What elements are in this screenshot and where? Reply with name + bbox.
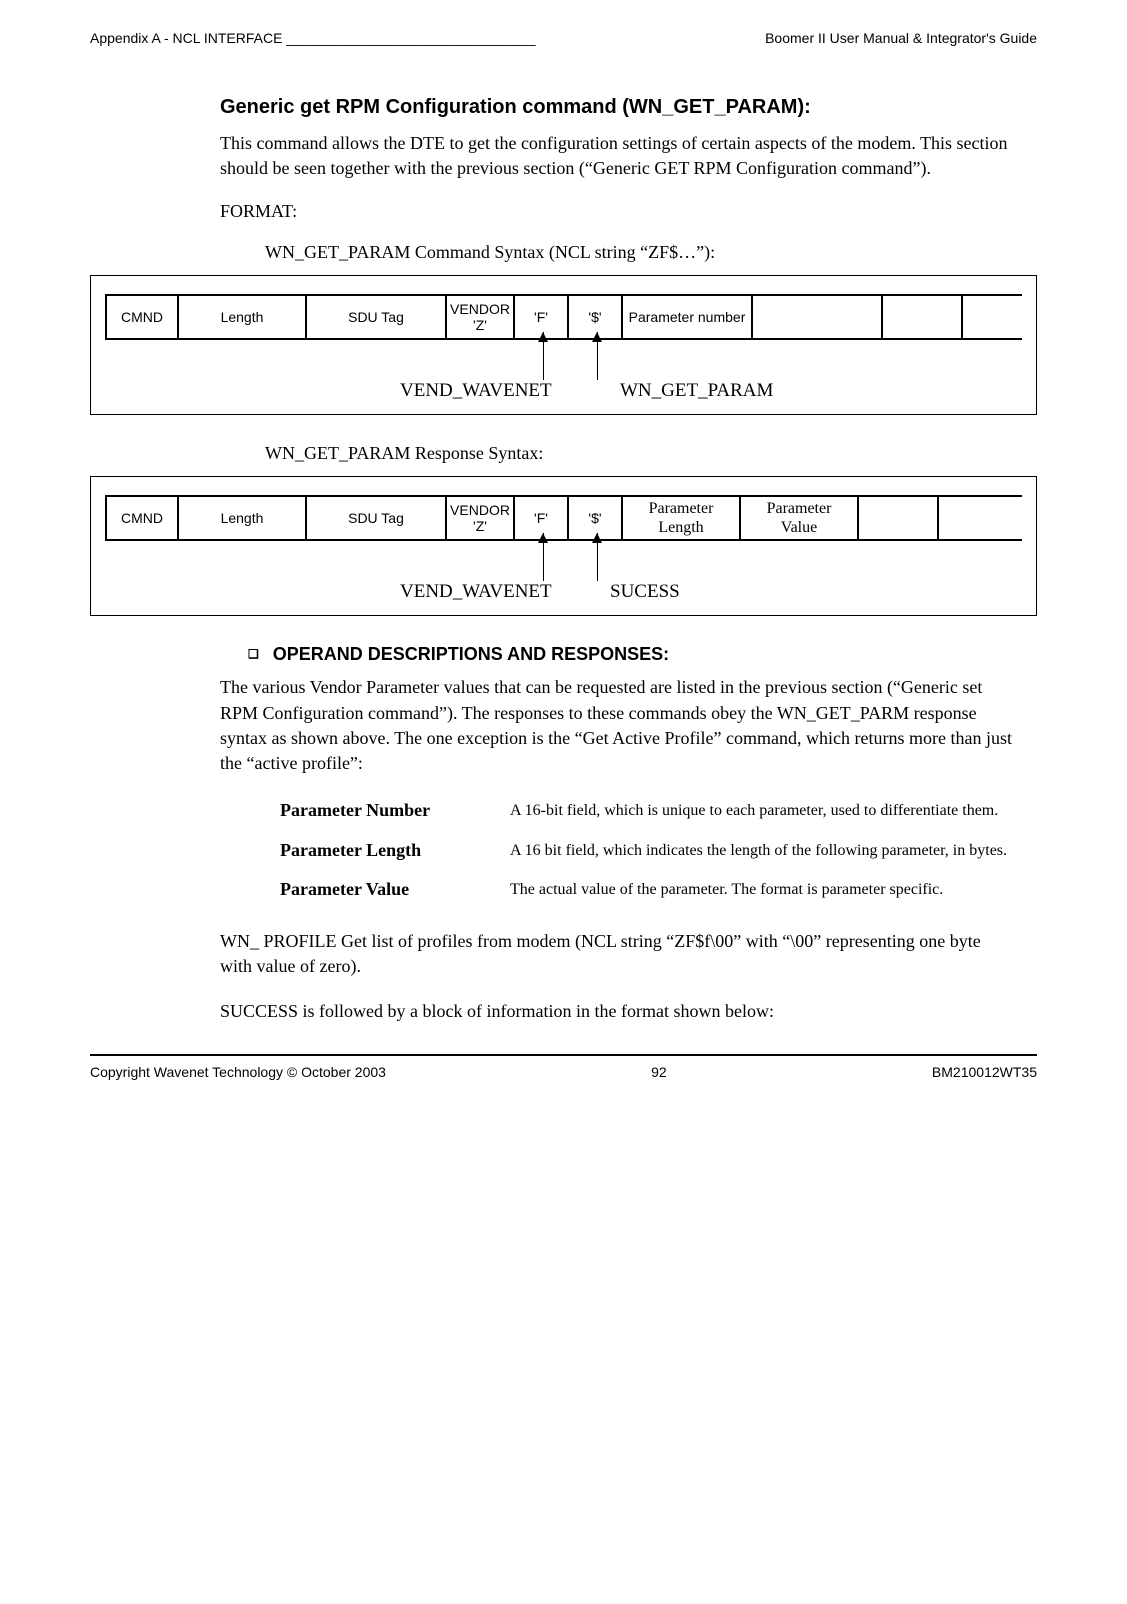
label-wn-get-param: WN_GET_PARAM: [620, 380, 773, 402]
page-footer: Copyright Wavenet Technology © October 2…: [90, 1064, 1037, 1080]
footer-divider: [90, 1054, 1037, 1056]
param-row: Parameter Number A 16-bit field, which i…: [280, 800, 1017, 822]
arrow-vend-wavenet-1: [543, 332, 544, 380]
syntax2-label: WN_GET_PARAM Response Syntax:: [265, 443, 1017, 464]
diagram2-fields: CMNDLengthSDU TagVENDOR'Z''F''$'Paramete…: [105, 495, 1022, 541]
header-right: Boomer II User Manual & Integrator's Gui…: [765, 30, 1037, 46]
footer-right: BM210012WT35: [932, 1064, 1037, 1080]
format-label: FORMAT:: [220, 201, 1017, 222]
field-cell: SDU Tag: [307, 296, 447, 338]
field-cell: VENDOR'Z': [447, 296, 515, 338]
success-text: SUCCESS is followed by a block of inform…: [220, 999, 1017, 1024]
field-cell: [883, 296, 963, 338]
param-name: Parameter Length: [280, 840, 510, 862]
page-header: Appendix A - NCL INTERFACE _____________…: [90, 30, 1037, 46]
param-row: Parameter Length A 16 bit field, which i…: [280, 840, 1017, 862]
footer-center: 92: [651, 1064, 667, 1080]
footer-left: Copyright Wavenet Technology © October 2…: [90, 1064, 386, 1080]
section-title: Generic get RPM Configuration command (W…: [220, 96, 1017, 119]
operand-paragraph: The various Vendor Parameter values that…: [220, 675, 1017, 776]
param-desc: The actual value of the parameter. The f…: [510, 879, 1017, 901]
arrow-success: [597, 533, 598, 581]
label-vend-wavenet-1: VEND_WAVENET: [400, 380, 552, 402]
diagram1-arrows: VEND_WAVENET WN_GET_PARAM: [105, 340, 1022, 400]
param-desc: A 16-bit field, which is unique to each …: [510, 800, 1017, 822]
header-left: Appendix A - NCL INTERFACE _____________…: [90, 30, 536, 46]
command-syntax-diagram: CMNDLengthSDU TagVENDOR'Z''F''$'Paramete…: [90, 275, 1037, 415]
field-cell: Length: [179, 296, 307, 338]
wn-profile-text: WN_ PROFILE Get list of profiles from mo…: [220, 929, 1017, 979]
parameter-table: Parameter Number A 16-bit field, which i…: [280, 800, 1017, 901]
field-cell: VENDOR'Z': [447, 497, 515, 539]
label-vend-wavenet-2: VEND_WAVENET: [400, 581, 552, 603]
operand-heading: OPERAND DESCRIPTIONS AND RESPONSES:: [248, 644, 1017, 665]
diagram1-fields: CMNDLengthSDU TagVENDOR'Z''F''$'Paramete…: [105, 294, 1022, 340]
param-name: Parameter Number: [280, 800, 510, 822]
arrow-vend-wavenet-2: [543, 533, 544, 581]
label-success: SUCESS: [610, 581, 680, 603]
param-name: Parameter Value: [280, 879, 510, 901]
diagram2-arrows: VEND_WAVENET SUCESS: [105, 541, 1022, 601]
field-cell: [859, 497, 939, 539]
param-row: Parameter Value The actual value of the …: [280, 879, 1017, 901]
intro-paragraph: This command allows the DTE to get the c…: [220, 131, 1017, 181]
param-desc: A 16 bit field, which indicates the leng…: [510, 840, 1017, 862]
main-content: Generic get RPM Configuration command (W…: [220, 96, 1017, 1024]
arrow-wn-get-param: [597, 332, 598, 380]
syntax1-label: WN_GET_PARAM Command Syntax (NCL string …: [265, 242, 1017, 263]
field-cell: ParameterLength: [623, 497, 741, 539]
field-cell: ParameterValue: [741, 497, 859, 539]
field-cell: CMND: [107, 296, 179, 338]
response-syntax-diagram: CMNDLengthSDU TagVENDOR'Z''F''$'Paramete…: [90, 476, 1037, 616]
page: Appendix A - NCL INTERFACE _____________…: [0, 0, 1127, 1120]
field-cell: SDU Tag: [307, 497, 447, 539]
field-cell: CMND: [107, 497, 179, 539]
field-cell: [753, 296, 883, 338]
field-cell: Parameter number: [623, 296, 753, 338]
field-cell: Length: [179, 497, 307, 539]
